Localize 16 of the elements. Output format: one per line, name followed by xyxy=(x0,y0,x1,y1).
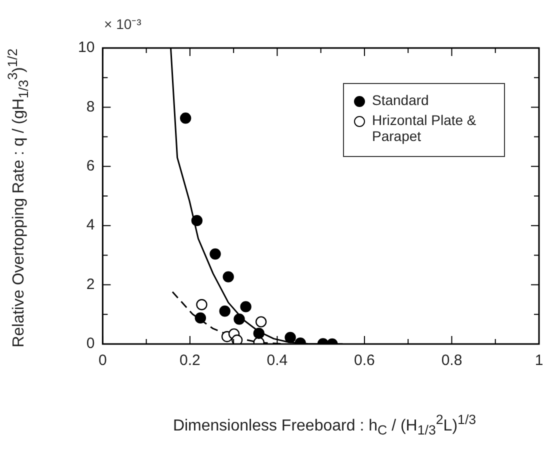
y-tick-label: 8 xyxy=(86,98,95,116)
x-tick-label: 0.6 xyxy=(354,352,375,370)
x-tick-label: 0.2 xyxy=(180,352,200,370)
text: × 10⁻³ xyxy=(104,15,142,33)
y-tick-label: 0 xyxy=(86,335,95,352)
legend-label: Standard xyxy=(372,92,429,108)
x-tick-label: 0 xyxy=(98,352,107,370)
x-tick-label: 1 xyxy=(534,352,544,370)
x-tick-label: 0.4 xyxy=(266,352,288,370)
y-tick-label: 4 xyxy=(86,216,95,234)
y-tick-label: 6 xyxy=(86,158,95,175)
x-axis-title: Dimensionless Freeboard : h$_{C}$ / (H$_{1/3}$$^{2}$L)$^{1/3}$ xyxy=(172,412,478,438)
legend-label: Hrizontal Plate & Parapet xyxy=(372,112,478,144)
y-tick-label: 10 xyxy=(78,39,95,56)
y-tick-label: 2 xyxy=(86,276,95,293)
x-tick-label: 0.8 xyxy=(441,352,462,370)
